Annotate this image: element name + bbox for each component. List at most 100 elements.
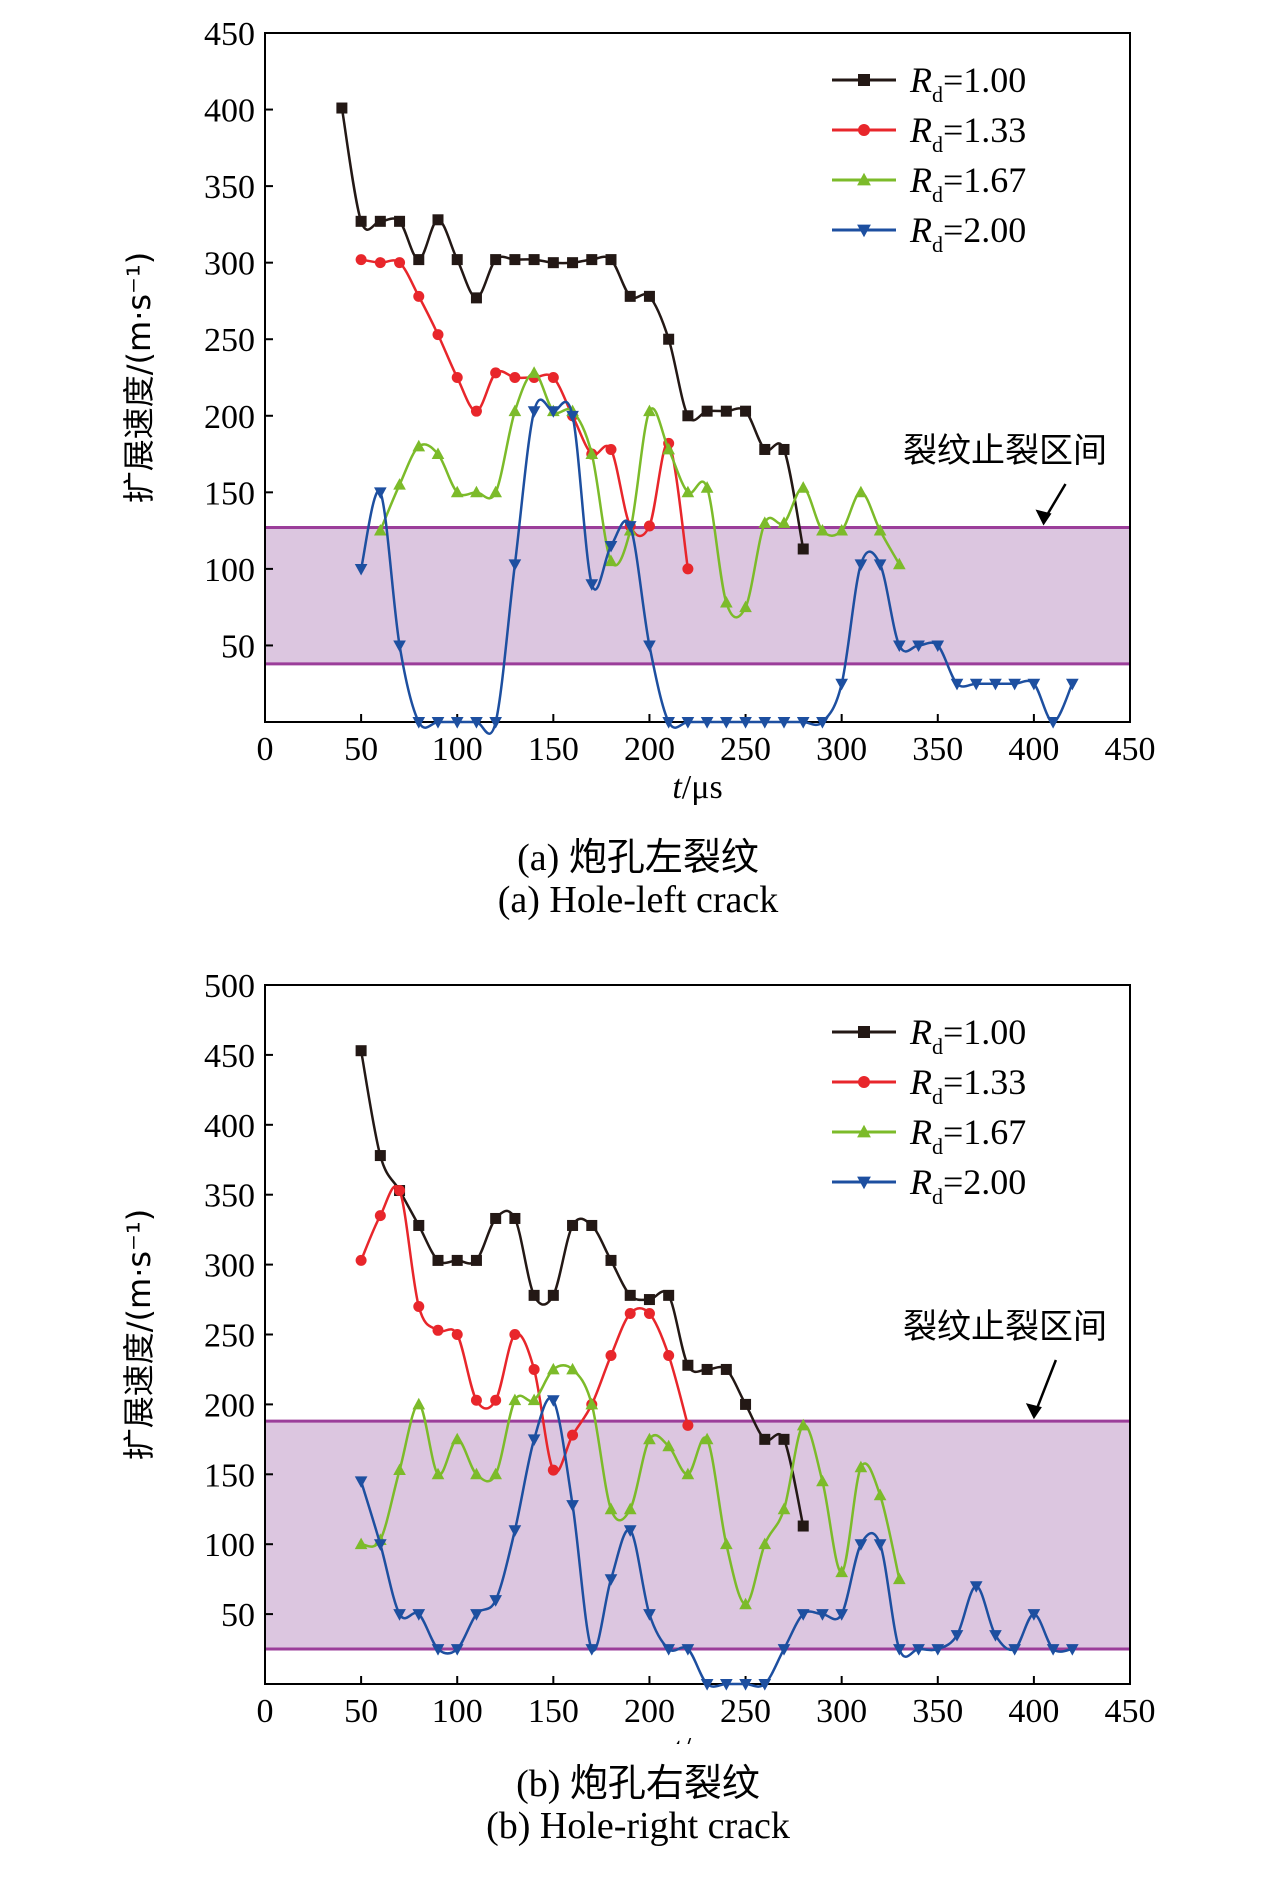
chart-b-legend-3-label: Rd=1.67 — [909, 1112, 1026, 1159]
chart-b-series-4-point — [623, 1525, 637, 1537]
chart-a-series-1-point — [586, 254, 598, 266]
chart-a-series-2-point — [413, 290, 425, 302]
chart-b-series-3-point — [470, 1467, 483, 1480]
chart-a-legend-3-marker — [857, 172, 871, 186]
chart-a-ytick-label: 400 — [204, 93, 255, 130]
chart-a-series-4-point — [912, 640, 925, 653]
chart-b-series-4-point — [1066, 1644, 1079, 1656]
chart-b-series-2-point — [490, 1394, 502, 1406]
chart-b-series-2-point — [432, 1324, 444, 1336]
chart-a-ytick-label: 200 — [204, 399, 255, 436]
chart-b-series-2-point — [394, 1185, 406, 1197]
chart-b-ytick-label: 350 — [204, 1178, 255, 1215]
chart-a-series-2-point — [451, 372, 463, 383]
chart-b-series-2-point — [663, 1349, 675, 1361]
chart-b-series-1-point — [490, 1212, 502, 1224]
chart-a-series-1-point — [682, 410, 694, 422]
chart-b-series-3-point — [354, 1537, 368, 1550]
chart-b-series-3-point — [835, 1565, 848, 1578]
chart-a-series-3-point — [700, 481, 714, 493]
chart-a-series-3-point — [585, 447, 599, 460]
chart-a-series-3-point — [662, 442, 675, 455]
chart-a-series-3-point — [527, 366, 541, 378]
chart-a-series-4-point — [1046, 717, 1060, 729]
chart-a-annotation: 裂纹止裂区间 — [903, 431, 1107, 471]
chart-b-series-4-point — [931, 1644, 945, 1656]
chart-b-series-1-point — [413, 1219, 425, 1231]
chart-b-legend-1-label: Rd=1.00 — [909, 1012, 1026, 1059]
chart-b-series-4-line — [359, 1396, 1073, 1688]
chart-b-xtick-label: 450 — [1105, 1693, 1156, 1730]
chart-a-series-2-point — [394, 257, 406, 269]
chart-a-series-1-point — [740, 405, 752, 417]
chart-b-xtick-label: 150 — [528, 1693, 579, 1730]
chart-b-xtick-label: 300 — [816, 1693, 867, 1730]
chart-b-series-1-point — [470, 1254, 482, 1266]
chart-b-series-3-point — [854, 1460, 868, 1473]
chart-b-series-3-point — [412, 1397, 426, 1410]
chart-a-series-2-point — [547, 372, 559, 383]
chart-b-series-1-point — [374, 1150, 386, 1162]
chart-a-series-3-point — [604, 554, 618, 567]
chart-b-series-3-point — [720, 1537, 733, 1550]
chart-b-series-3-point — [623, 1502, 637, 1515]
chart-b-series-1-point — [355, 1045, 367, 1057]
chart-a-series-4-point — [354, 563, 368, 576]
chart-a-series-2-point — [432, 329, 444, 341]
chart-b-ytick-label: 450 — [204, 1038, 255, 1075]
chart-b-series-3-point — [681, 1467, 695, 1480]
chart-a-xtick-label: 300 — [816, 731, 867, 768]
chart-b-ylabel: 扩展速度/(m·s⁻¹) — [120, 1209, 158, 1461]
chart-b-ytick-label: 100 — [204, 1527, 255, 1564]
chart-a-series-2-point — [682, 563, 694, 575]
chart-b-xtick-label: 250 — [720, 1693, 771, 1730]
chart-b-series-1-point — [759, 1433, 771, 1445]
chart-a-series-3-point — [816, 524, 829, 536]
chart-a-series-3-point — [777, 516, 791, 528]
chart-b-series-4-point — [374, 1539, 387, 1551]
chart-a-series-3-point — [489, 485, 502, 498]
chart-a-legend-4-label: Rd=2.00 — [909, 210, 1026, 257]
chart-b-ytick-label: 200 — [204, 1387, 255, 1424]
chart-a-series-3-point — [739, 600, 752, 613]
chart-b-series-4-point — [893, 1644, 906, 1656]
chart-a-series-4-point — [470, 717, 483, 729]
chart-a-series-4-point — [758, 717, 772, 729]
chart-a-series-1-point — [336, 102, 348, 114]
chart-a-series-4-point — [777, 717, 791, 729]
chart-b-series-3-point — [739, 1597, 752, 1610]
chart-b-series-1-point — [797, 1520, 809, 1532]
chart-b-series-4-point — [969, 1581, 983, 1593]
chart-b-series-4-point — [354, 1476, 368, 1488]
chart-b-series-4-point — [566, 1500, 579, 1512]
chart-a-series-4-point — [431, 717, 445, 729]
chart-a-series-1-point — [778, 443, 790, 455]
chart-b-series-3-point — [489, 1467, 502, 1480]
chart-a-series-1-point — [528, 254, 540, 266]
chart-b-series-3-point — [547, 1362, 560, 1375]
chart-a-series-1-point — [663, 333, 675, 345]
chart-a-series-4-point — [893, 640, 906, 653]
chart-a-series-3-point — [412, 439, 426, 452]
chart-b-series-4-point — [739, 1679, 752, 1691]
chart-b-series-2-point — [605, 1349, 617, 1361]
chart-a-series-2-point — [605, 443, 617, 455]
chart-a-series-1-point — [451, 254, 463, 266]
chart-b-ytick-label: 50 — [221, 1597, 255, 1634]
chart-b-series-1-point — [567, 1219, 579, 1231]
chart-b-series-3-point — [643, 1432, 656, 1445]
chart-b-legend-4-marker — [857, 1176, 871, 1190]
chart-b-series-3-point — [662, 1439, 675, 1452]
chart-a-legend-1-marker — [858, 74, 870, 86]
chart-b-legend-1-marker — [858, 1026, 870, 1038]
chart-b-series-2-point — [470, 1394, 482, 1406]
chart-b-xtick-label: 50 — [344, 1693, 378, 1730]
chart-b-series-3-point — [527, 1393, 541, 1406]
chart-b-ytick-label: 150 — [204, 1457, 255, 1494]
chart-a-series-4-point — [873, 559, 887, 571]
chart-a-series-1-point — [624, 290, 636, 302]
chart-b-series-4-point — [450, 1644, 464, 1656]
chart-b: 0 50 100 150 200 250 300 350 400 450 50 100 150 200 25… — [120, 968, 1156, 1744]
chart-a-ytick-label: 350 — [204, 169, 255, 206]
chart-b-series-1-point — [605, 1254, 617, 1266]
